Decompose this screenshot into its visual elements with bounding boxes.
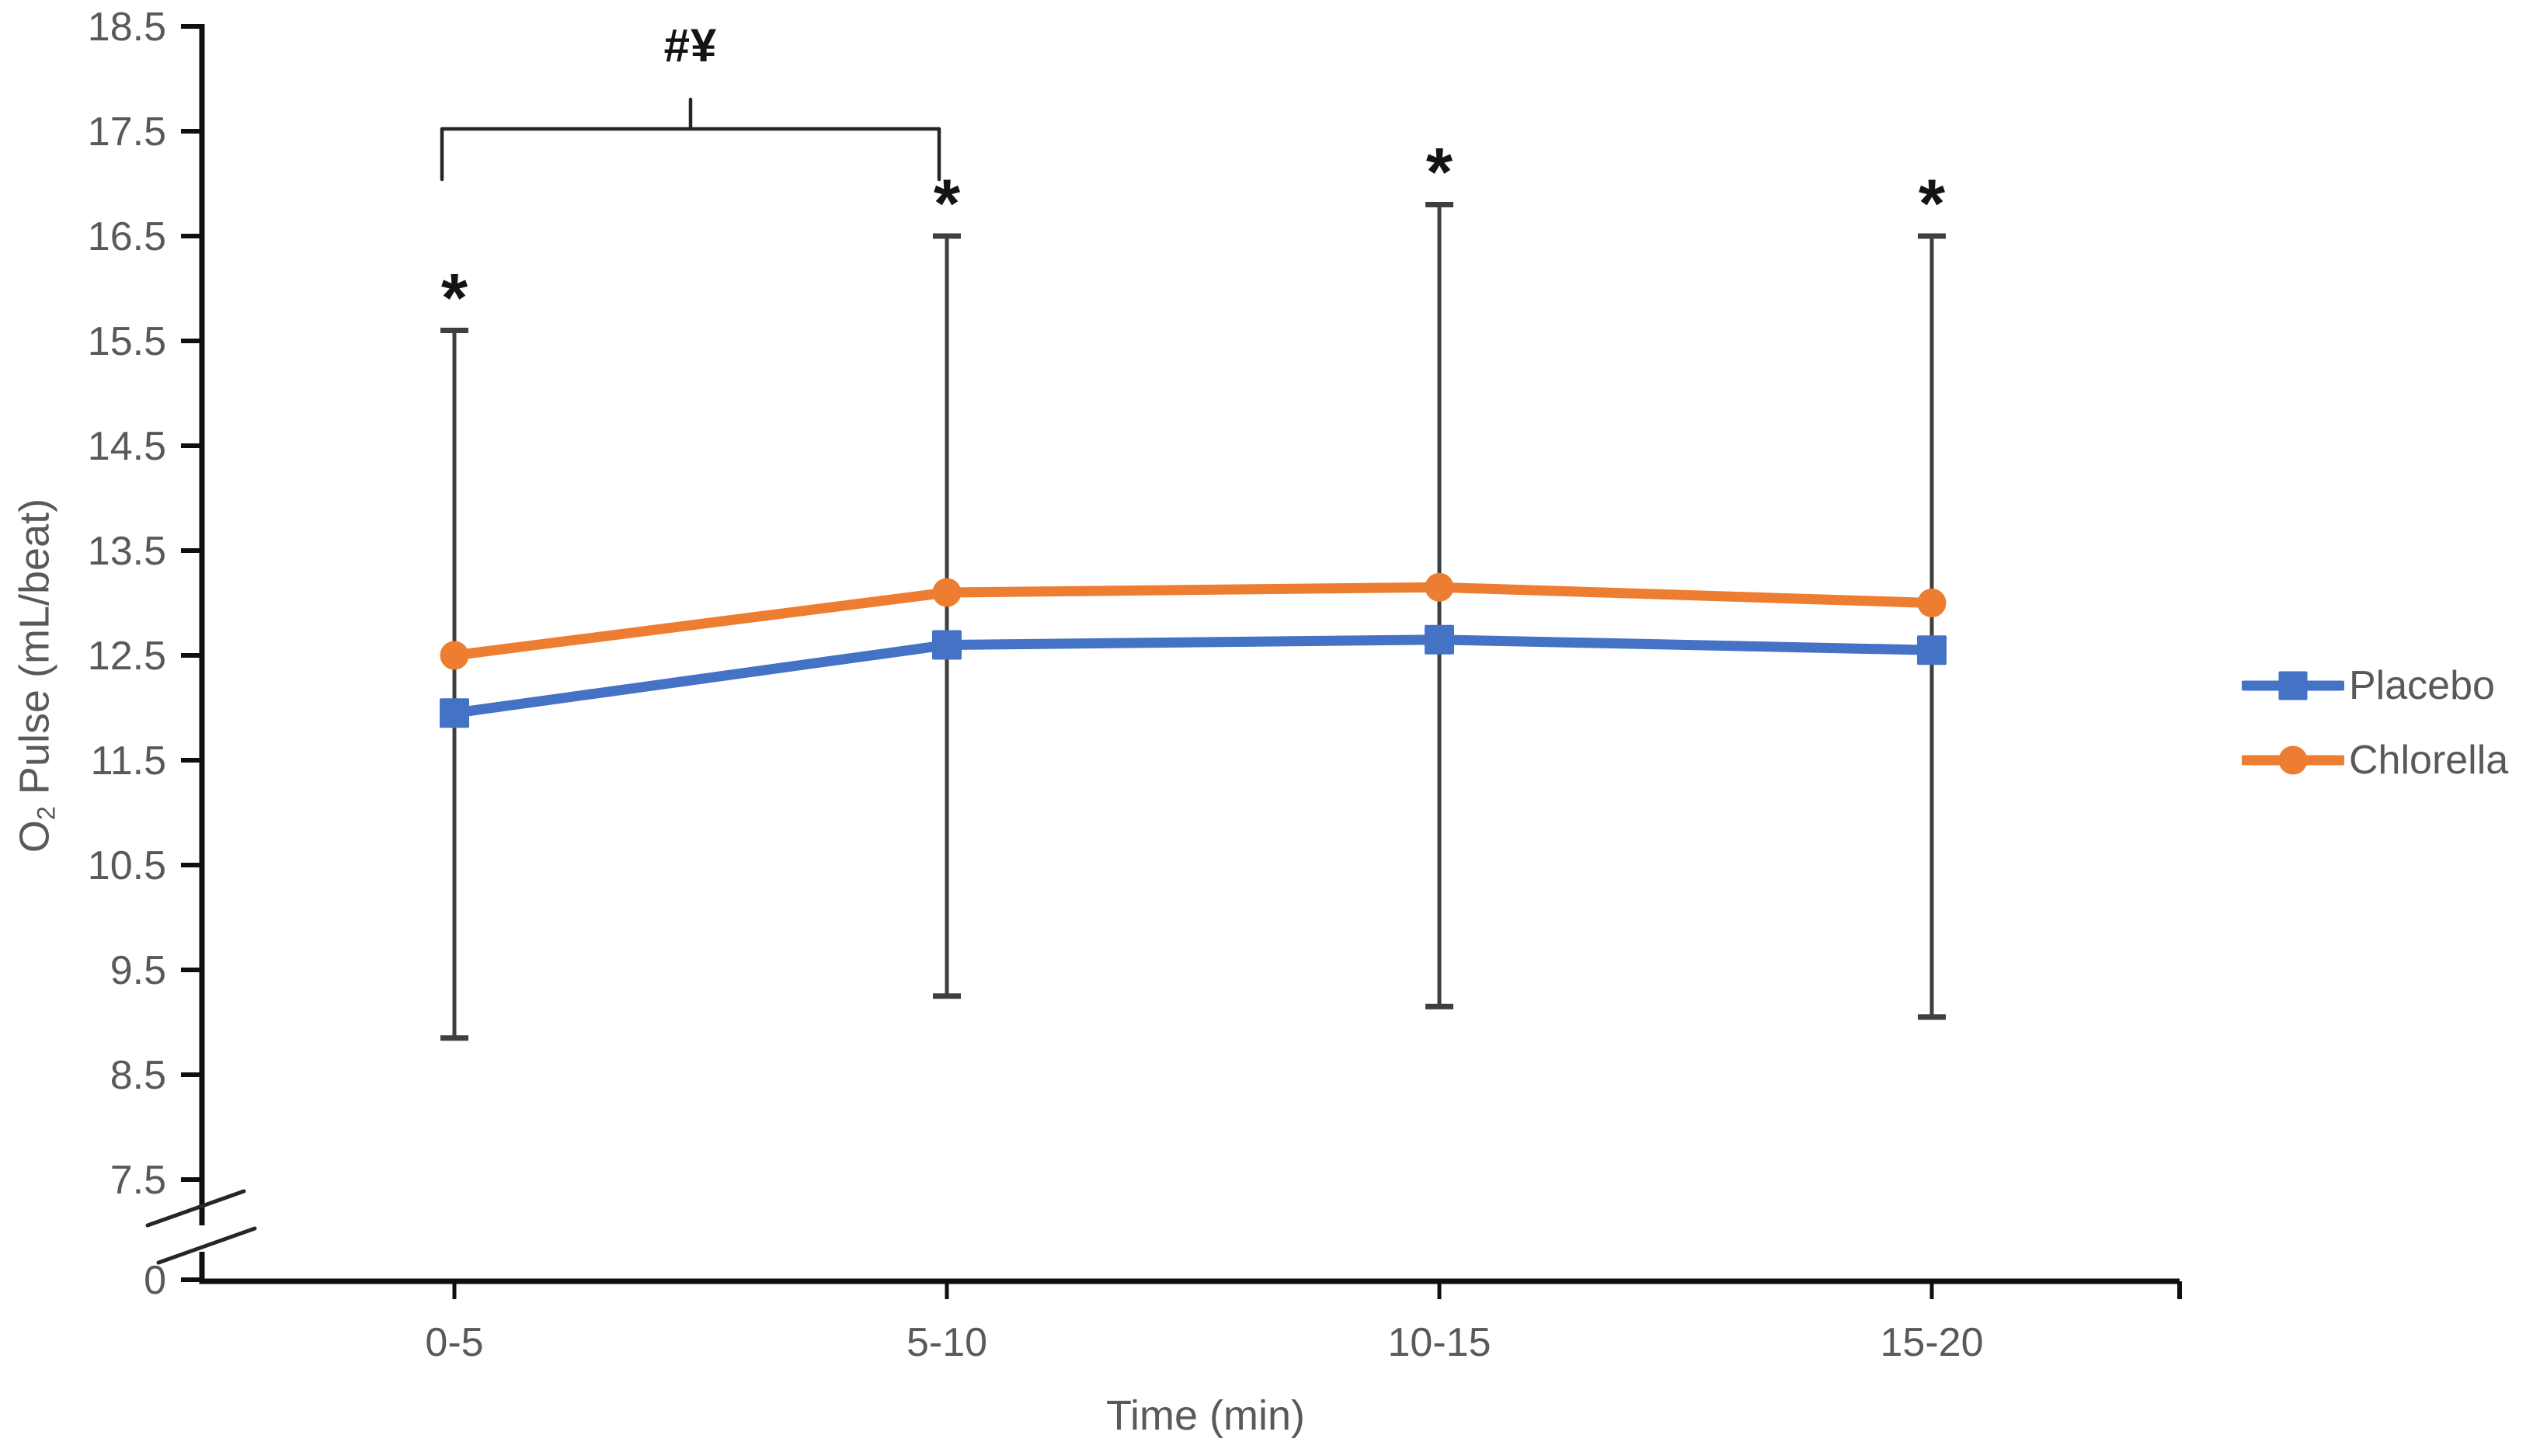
legend: Placebo Chlorella bbox=[2242, 662, 2508, 784]
data-point-marker-placebo bbox=[932, 630, 962, 660]
y-axis-title-text: O bbox=[11, 820, 58, 853]
data-point-marker-placebo bbox=[440, 698, 469, 728]
y-tick-label: 13.5 bbox=[88, 529, 166, 574]
y-tick-label: 17.5 bbox=[88, 109, 166, 155]
legend-marker-placebo bbox=[2278, 671, 2308, 700]
y-tick-label: 15.5 bbox=[88, 319, 166, 364]
y-tick-label: 16.5 bbox=[88, 214, 166, 259]
legend-label-placebo: Placebo bbox=[2349, 663, 2495, 708]
y-tick-label: 12.5 bbox=[88, 634, 166, 679]
x-tick-label: 5-10 bbox=[906, 1320, 987, 1365]
y-tick-label: 7.5 bbox=[110, 1158, 166, 1203]
y-tick-label: 11.5 bbox=[91, 738, 166, 784]
data-point-marker-chlorella bbox=[932, 578, 962, 607]
series-line-chlorella bbox=[449, 582, 1937, 661]
y-axis-title-subscript: 2 bbox=[32, 806, 61, 821]
y-tick-label: 10.5 bbox=[88, 843, 166, 888]
data-point-marker-chlorella bbox=[440, 641, 469, 670]
legend-item-chlorella: Chlorella bbox=[2242, 736, 2508, 784]
x-tick-label: 0-5 bbox=[425, 1320, 483, 1365]
legend-swatch-chlorella bbox=[2242, 745, 2344, 775]
y-tick-label-zero: 0 bbox=[144, 1258, 166, 1303]
y-axis-title: O2 Pulse (mL/beat) bbox=[10, 499, 61, 853]
y-tick-label: 9.5 bbox=[110, 948, 166, 993]
significance-asterisk: * bbox=[441, 259, 468, 336]
series-line-placebo bbox=[449, 634, 1937, 718]
x-tick-label: 10-15 bbox=[1388, 1320, 1491, 1365]
y-axis-break-slash bbox=[156, 1226, 257, 1265]
data-point-marker-chlorella bbox=[1425, 572, 1454, 602]
data-point-marker-placebo bbox=[1917, 635, 1947, 665]
legend-label-chlorella: Chlorella bbox=[2349, 738, 2509, 783]
legend-marker-chlorella bbox=[2278, 745, 2308, 775]
y-axis-break-slash bbox=[145, 1189, 246, 1228]
data-point-marker-chlorella bbox=[1917, 589, 1947, 617]
legend-item-placebo: Placebo bbox=[2242, 662, 2508, 710]
y-tick-label: 18.5 bbox=[88, 5, 166, 50]
x-tick-label: 15-20 bbox=[1881, 1320, 1984, 1365]
data-point-marker-placebo bbox=[1425, 624, 1454, 655]
y-tick-label: 8.5 bbox=[110, 1053, 166, 1098]
significance-asterisk: * bbox=[1919, 165, 1946, 242]
legend-swatch-placebo bbox=[2242, 671, 2344, 700]
y-tick-label: 14.5 bbox=[88, 424, 166, 469]
y-axis-title-text-rest: Pulse (mL/beat) bbox=[11, 498, 58, 807]
x-axis-title: Time (min) bbox=[1106, 1392, 1305, 1439]
comparison-bracket bbox=[440, 127, 941, 182]
significance-asterisk: * bbox=[1426, 134, 1453, 210]
bracket-annotation-label: #¥ bbox=[663, 19, 718, 71]
